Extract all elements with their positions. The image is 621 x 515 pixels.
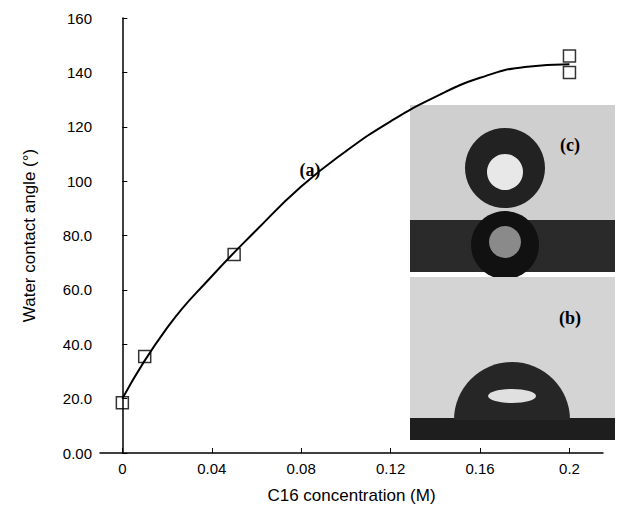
svg-text:0.12: 0.12 [376,460,405,477]
svg-text:140: 140 [67,64,92,81]
svg-text:0.00: 0.00 [63,445,92,462]
svg-text:0.16: 0.16 [465,460,494,477]
svg-text:0.2: 0.2 [559,460,580,477]
svg-text:C16 concentration (M): C16 concentration (M) [267,486,435,505]
svg-text:120: 120 [67,118,92,135]
svg-text:0: 0 [118,460,126,477]
svg-text:(c): (c) [560,135,580,156]
svg-text:160: 160 [67,10,92,27]
svg-text:(b): (b) [559,308,581,329]
svg-text:20.0: 20.0 [63,390,92,407]
svg-text:0.04: 0.04 [197,460,226,477]
svg-text:60.0: 60.0 [63,281,92,298]
svg-text:0.08: 0.08 [287,460,316,477]
svg-text:(a): (a) [300,160,321,181]
svg-text:Water contact angle (°): Water contact angle (°) [20,149,39,322]
svg-text:40.0: 40.0 [63,336,92,353]
svg-text:80.0: 80.0 [63,227,92,244]
svg-text:100: 100 [67,173,92,190]
